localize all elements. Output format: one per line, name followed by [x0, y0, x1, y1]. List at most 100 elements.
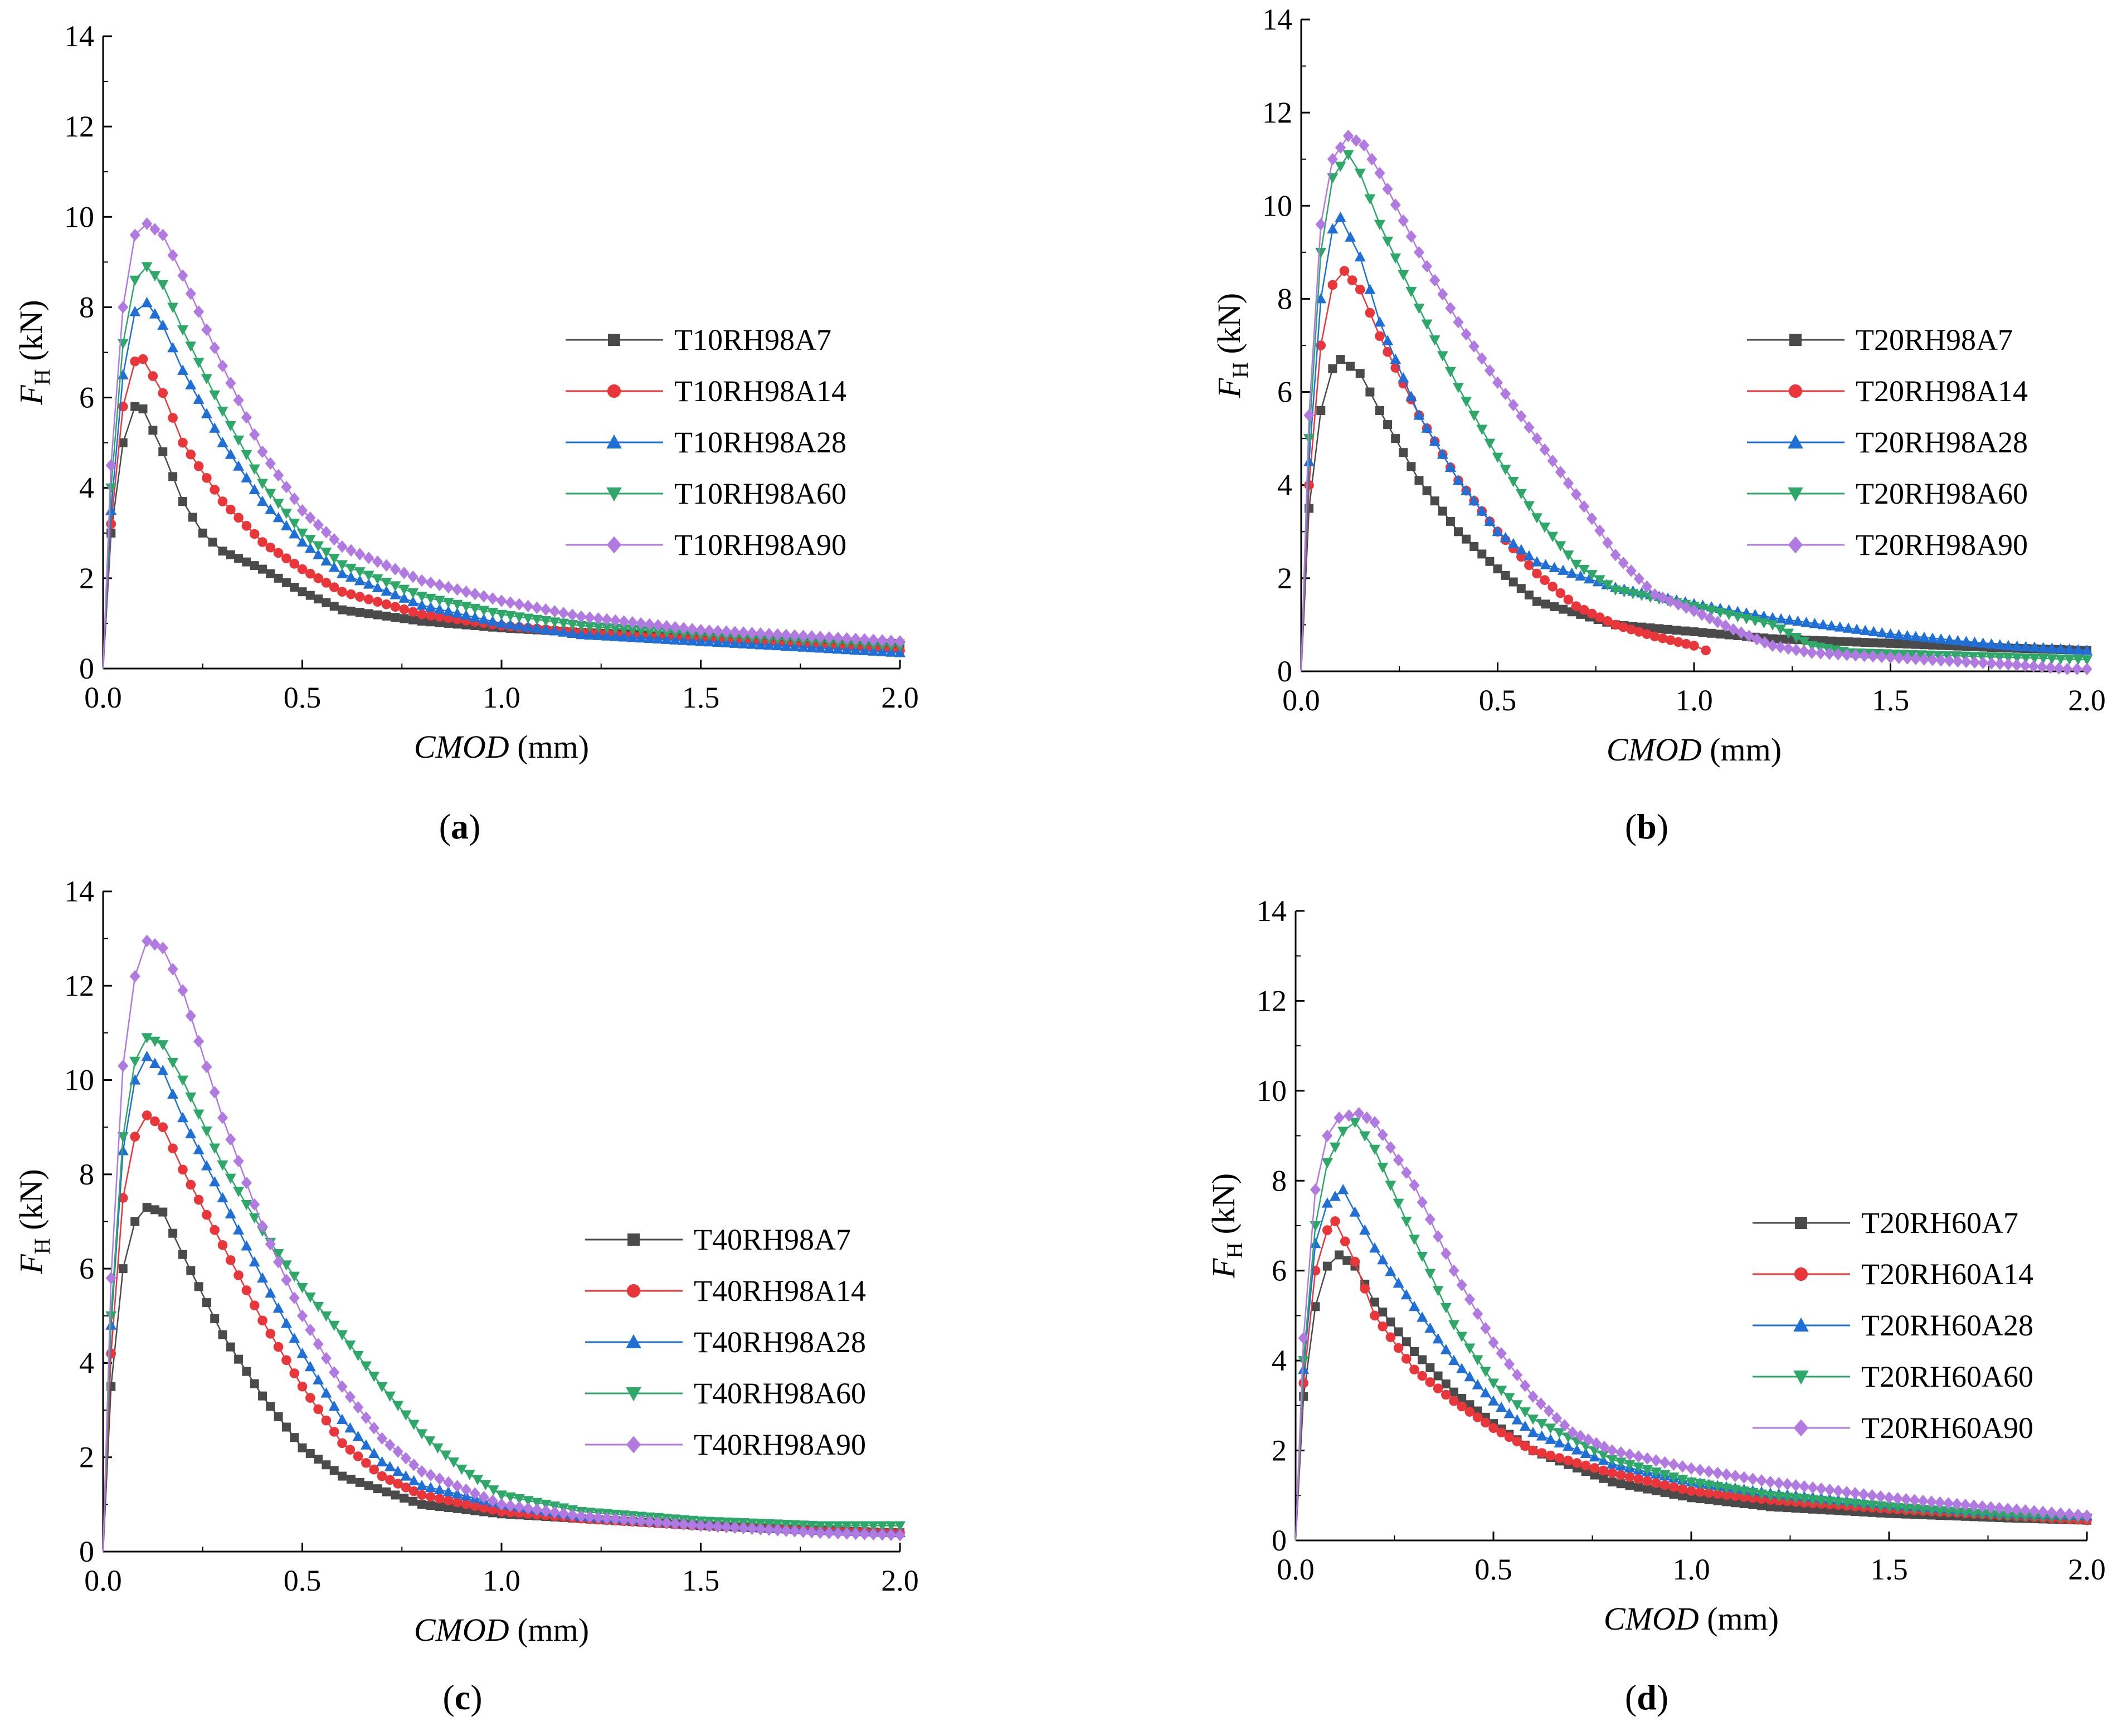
data-point [593, 612, 604, 625]
data-point [1850, 1487, 1861, 1500]
data-point [885, 646, 897, 657]
data-point [185, 342, 197, 352]
data-point [129, 306, 141, 316]
data-point [2019, 1511, 2031, 1522]
data-point [1885, 651, 1896, 664]
data-point [354, 574, 366, 586]
data-point [1668, 1458, 1680, 1471]
data-point [1806, 641, 1818, 652]
data-point [1994, 652, 2006, 663]
data-point [329, 533, 340, 546]
data-point [208, 538, 217, 547]
data-point [296, 1309, 308, 1322]
data-point [1559, 1419, 1570, 1432]
panel-caption: (a) [439, 807, 481, 846]
data-point [1563, 477, 1574, 490]
data-point [1461, 397, 1472, 407]
data-point [241, 411, 252, 424]
data-point [142, 217, 153, 230]
data-point [384, 1391, 396, 1402]
data-point [1919, 640, 1929, 650]
data-point [149, 308, 160, 319]
data-point [1720, 619, 1731, 632]
legend-label: T20RH60A60 [1861, 1360, 2033, 1393]
data-point [434, 1494, 445, 1504]
data-point [1858, 649, 1870, 662]
data-point [1461, 328, 1472, 341]
data-point [1589, 1446, 1600, 1456]
data-point [729, 1521, 741, 1534]
y-tick-label: 12 [64, 969, 94, 1002]
data-point [138, 404, 148, 413]
data-point [177, 1111, 188, 1123]
data-point [729, 637, 741, 648]
data-point [868, 633, 879, 646]
data-point [434, 612, 445, 622]
y-axis-title-variable: F [13, 385, 49, 406]
data-point [281, 1422, 291, 1432]
data-point [1375, 406, 1384, 415]
data-point [1799, 1480, 1810, 1493]
data-point [687, 1519, 698, 1532]
data-point [376, 1432, 388, 1445]
data-point [1480, 1321, 1491, 1335]
data-point [635, 626, 647, 636]
y-tick-label: 14 [64, 19, 94, 53]
data-point [618, 631, 630, 642]
y-tick-label: 14 [1257, 894, 1287, 928]
data-point [1866, 1489, 1878, 1502]
data-point [274, 1412, 283, 1421]
data-point [377, 1471, 387, 1481]
data-point [1508, 577, 1518, 587]
data-point [549, 617, 561, 628]
data-point [321, 1415, 332, 1426]
data-point [1422, 260, 1433, 273]
data-point [1832, 648, 1844, 661]
data-point [1633, 1474, 1644, 1484]
data-point [250, 561, 259, 570]
data-point [653, 619, 664, 632]
data-point [1950, 651, 1962, 662]
data-point [1951, 1498, 1963, 1511]
data-point [1657, 633, 1668, 643]
legend-label: T10RH98A60 [674, 477, 846, 510]
data-point [644, 632, 655, 643]
data-point [653, 1516, 664, 1529]
data-point [225, 1173, 236, 1184]
data-point [1660, 1488, 1670, 1497]
data-point [1472, 1355, 1483, 1366]
data-point [1599, 1440, 1610, 1454]
y-tick-label: 8 [79, 1158, 94, 1191]
y-axis-title: FH (kN) [1211, 293, 1253, 398]
data-point [576, 610, 587, 623]
data-point [1468, 340, 1480, 353]
data-point [201, 323, 212, 337]
data-point [1927, 632, 1939, 643]
data-point [234, 1354, 244, 1364]
data-point [390, 581, 401, 592]
data-point [1457, 1393, 1467, 1403]
data-point [1681, 638, 1691, 649]
data-point [522, 1496, 534, 1506]
data-point [1303, 456, 1315, 466]
legend-item: T20RH60A90 [1753, 1411, 2033, 1445]
legend-label: T10RH98A7 [674, 323, 831, 357]
data-point [1524, 560, 1534, 570]
data-point [1918, 631, 1930, 642]
data-point [1876, 650, 1887, 664]
data-point [806, 1526, 817, 1539]
data-point [313, 549, 324, 559]
data-point [549, 605, 560, 618]
legend-marker [1793, 1371, 1809, 1385]
data-point [1610, 548, 1621, 562]
data-point [1768, 634, 1777, 643]
data-point [1951, 1507, 1963, 1518]
data-point [877, 1521, 888, 1532]
data-point [1826, 620, 1837, 631]
data-point [408, 1420, 420, 1430]
data-point [1531, 432, 1542, 445]
data-point [442, 605, 454, 616]
data-point [273, 548, 284, 558]
data-point [305, 568, 315, 579]
data-point [695, 1519, 707, 1532]
